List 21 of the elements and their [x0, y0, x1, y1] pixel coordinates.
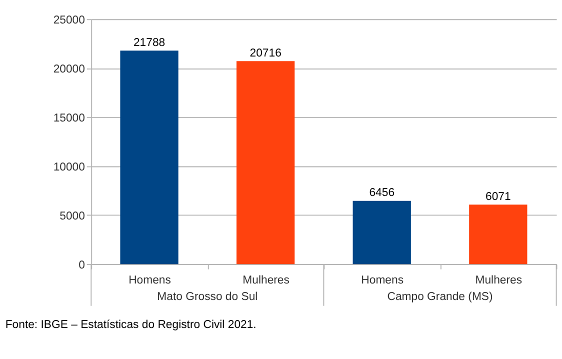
bar [120, 50, 178, 264]
bar [352, 200, 411, 264]
x-tick-label: Mulheres [242, 274, 290, 287]
y-tick-label: 0 [78, 259, 85, 272]
data-label: 6456 [369, 187, 395, 200]
x-tick-label: Homens [128, 274, 172, 287]
data-label: 21788 [133, 36, 166, 49]
y-tick-label: 25000 [53, 14, 85, 26]
y-tick-label: 20000 [53, 63, 85, 76]
data-label: 6071 [486, 190, 511, 203]
x-tick-label: Homens [361, 274, 404, 287]
y-tick-label: 10000 [53, 161, 85, 174]
bar [236, 61, 295, 264]
x-tick-label: Mulheres [475, 274, 522, 287]
data-label: 20716 [250, 47, 282, 60]
y-tick-label: 5000 [60, 210, 85, 222]
source-note: Fonte: IBGE – Estatísticas do Registro Civil 2021. [5, 319, 256, 332]
y-tick-label: 15000 [53, 112, 85, 124]
text: Mato Grosso do Sul [157, 291, 258, 304]
bar [469, 204, 528, 264]
text: Campo Grande (MS) [387, 291, 494, 304]
